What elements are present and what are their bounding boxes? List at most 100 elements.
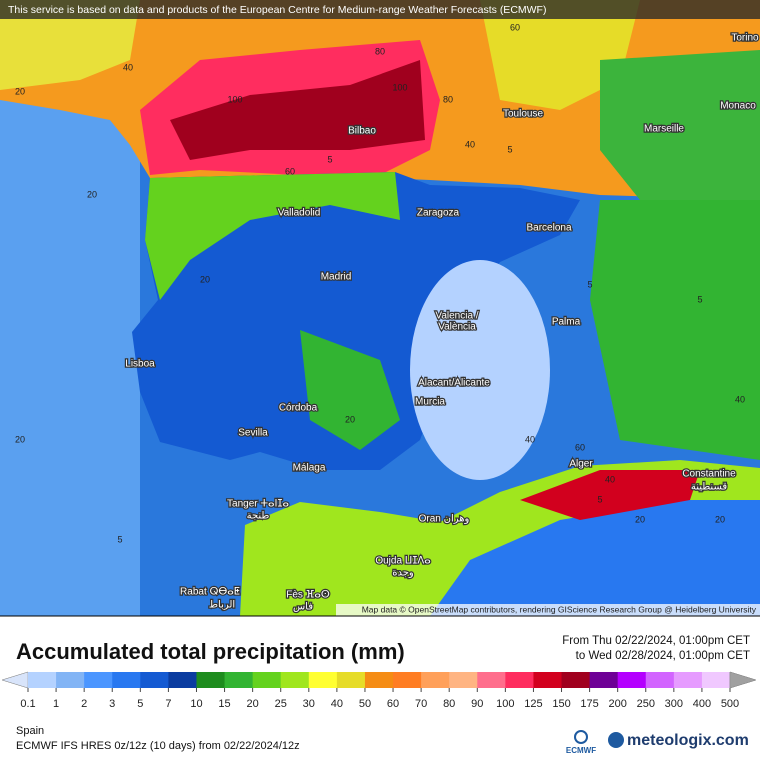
city-label: Torino <box>731 33 759 44</box>
contour-label: 60 <box>285 166 295 176</box>
colorbar-tick-label: 125 <box>524 698 542 710</box>
city-label: Valladolid <box>278 208 321 219</box>
notice-bar <box>0 0 760 19</box>
colorbar-tick-label: 2 <box>81 698 87 710</box>
contour-label: 5 <box>697 294 702 304</box>
colorbar-box <box>112 672 141 688</box>
city-label: Rabat ⵕⴱⴰⵟ <box>180 587 240 598</box>
contour-label: 5 <box>597 494 602 504</box>
iberia <box>132 172 580 470</box>
city-label: قسنطينة <box>691 482 728 493</box>
colorbar-tick-label: 500 <box>721 698 739 710</box>
colorbar-tick-label: 50 <box>359 698 371 710</box>
colorbar-tick-label: 1 <box>53 698 59 710</box>
city-label: Lisboa <box>125 359 155 370</box>
colorbar-tick-label: 20 <box>247 698 259 710</box>
contour-label: 5 <box>507 144 512 154</box>
map: Torino Monaco Toulouse Marseille Bilbao Valla… <box>0 0 760 616</box>
iberia-north <box>145 172 400 300</box>
colorbar-box <box>477 672 506 688</box>
city-label: Tanger ⵜⴰⵏⵊⴰ <box>227 499 289 510</box>
colorbar-box <box>56 672 85 688</box>
colorbar-tick-label: 400 <box>693 698 711 710</box>
colorbar-tick-label: 90 <box>471 698 483 710</box>
contour-label: 20 <box>87 189 97 199</box>
colorbar-tick-label: 0.1 <box>20 698 35 710</box>
contour-label: 20 <box>15 434 25 444</box>
city-label: Monaco <box>720 101 756 112</box>
alps-sea <box>600 50 760 200</box>
cantabrian-core <box>170 60 425 160</box>
city-label: فاس <box>293 602 313 613</box>
colorbar-tick-label: 3 <box>109 698 115 710</box>
colorbar-box <box>561 672 591 688</box>
colorbar-box <box>336 672 366 688</box>
colorbar-tick-label: 250 <box>637 698 655 710</box>
contour-label: 100 <box>227 94 242 104</box>
contour-label: 80 <box>443 94 453 104</box>
colorbar-tick-label: 30 <box>303 698 315 710</box>
colorbar-tick-label: 7 <box>165 698 171 710</box>
dry-zone <box>410 260 550 480</box>
colorbar-tick-label: 70 <box>415 698 427 710</box>
city-label: طنجة <box>247 511 270 522</box>
africa-interior <box>430 500 760 616</box>
colorbar-tick-label: 300 <box>665 698 683 710</box>
region: Spain <box>16 725 44 737</box>
contour-label: 20 <box>15 86 25 96</box>
colorbar-tick-label: 40 <box>331 698 343 710</box>
attribution: Map data © OpenStreetMap contributors, r… <box>362 604 757 614</box>
city-label: Oujda ⵡⵊⴷⴰ <box>375 556 430 567</box>
colorbar-box <box>364 672 394 688</box>
contour-label: 40 <box>123 62 133 72</box>
colorbar-tick-label: 10 <box>190 698 202 710</box>
contour-label: 5 <box>327 154 332 164</box>
city-label: Bilbao <box>348 126 376 137</box>
colorbar-tick-label: 25 <box>275 698 287 710</box>
city-label: Alacant/Alicante <box>418 378 490 389</box>
contour-label: 40 <box>525 434 535 444</box>
contour-label: 20 <box>635 514 645 524</box>
colorbar-box <box>140 672 169 688</box>
iberia-south <box>300 330 400 450</box>
colorbar-box <box>589 672 619 688</box>
city-label: Sevilla <box>238 428 268 439</box>
colorbar-box <box>280 672 310 688</box>
colorbar-box <box>168 672 197 688</box>
contour-label: 40 <box>735 394 745 404</box>
north-west <box>0 0 140 90</box>
colorbar-tick-label: 150 <box>552 698 570 710</box>
contour-label: 80 <box>375 46 385 56</box>
city-label: Oran وهران <box>419 514 470 525</box>
colorbar-box <box>449 672 478 688</box>
model-info: ECMWF IFS HRES 0z/12z (10 days) from 02/… <box>16 740 300 752</box>
period-from: From Thu 02/22/2024, 01:00pm CET <box>562 635 750 647</box>
colorbar-box <box>308 672 338 688</box>
city-label: Madrid <box>321 272 352 283</box>
contour-label: 40 <box>465 139 475 149</box>
colorbar-box <box>505 672 534 688</box>
contour-label: 100 <box>392 82 407 92</box>
contour-label: 60 <box>575 442 585 452</box>
colorbar-tick-label: 175 <box>580 698 598 710</box>
city-label: Murcia <box>415 397 445 408</box>
atlas-rain <box>520 470 700 520</box>
colorbar-box <box>84 672 113 688</box>
brand-icon <box>608 732 624 748</box>
colorbar-box <box>224 672 254 688</box>
colorbar: 0.1 1 2 3 5 7 10 15 20 25 30 40 50 60 70 80 90 100 125 150 1… <box>1 671 757 710</box>
period-to: to Wed 02/28/2024, 01:00pm CET <box>576 650 750 662</box>
city-label: وجدة <box>392 568 414 579</box>
mediterranean-east <box>590 200 760 460</box>
colorbar-tick-label: 60 <box>387 698 399 710</box>
city-label: الرباط <box>209 600 235 611</box>
city-label: Zaragoza <box>417 208 460 219</box>
contour-label: 5 <box>587 279 592 289</box>
colorbar-box <box>421 672 450 688</box>
colorbar-tick-label: 200 <box>609 698 627 710</box>
colorbar-box <box>673 672 703 688</box>
colorbar-high <box>729 671 757 689</box>
attribution-bar <box>336 604 760 616</box>
city-label: Valencia / <box>435 311 478 322</box>
